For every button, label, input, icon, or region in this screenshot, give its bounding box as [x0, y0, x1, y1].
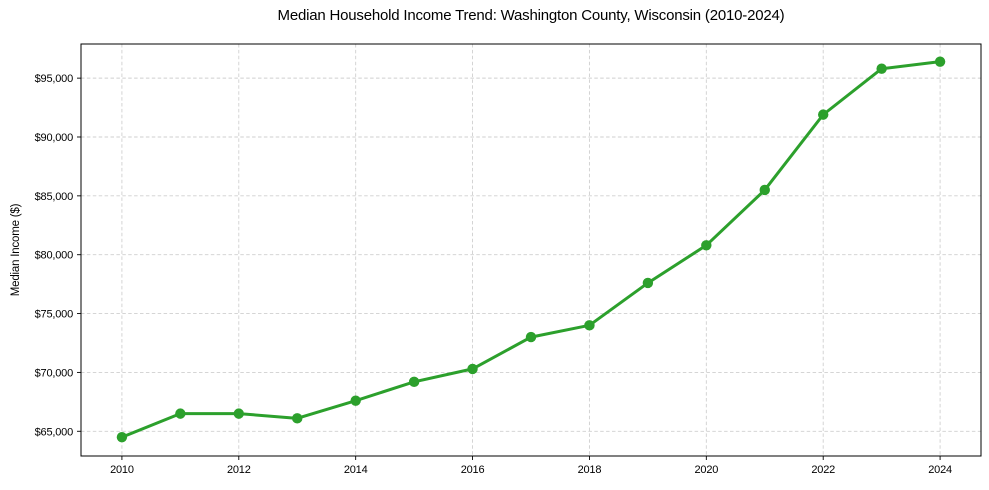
data-point-marker — [408, 376, 420, 388]
data-point-marker — [584, 320, 595, 331]
data-point-marker — [818, 109, 829, 120]
y-tick-label: $75,000 — [35, 309, 73, 321]
data-point-marker — [525, 331, 537, 343]
x-tick-label: 2010 — [110, 464, 134, 476]
y-tick-label: $85,000 — [35, 191, 73, 203]
x-tick-label: 2020 — [694, 464, 718, 476]
data-point-marker — [701, 240, 712, 251]
y-tick-label: $80,000 — [35, 250, 73, 262]
x-tick-label: 2022 — [811, 464, 835, 476]
x-tick-label: 2018 — [578, 464, 602, 476]
plot-border — [80, 43, 982, 457]
data-point-marker — [116, 431, 128, 443]
x-tick-label: 2024 — [928, 464, 952, 476]
x-tick-label: 2012 — [227, 464, 251, 476]
x-tick-label: 2016 — [461, 464, 485, 476]
data-point-marker — [759, 184, 770, 196]
data-point-marker — [292, 413, 303, 424]
data-point-marker — [934, 56, 946, 67]
data-point-marker — [233, 408, 244, 419]
y-tick-label: $90,000 — [35, 132, 73, 144]
data-point-marker — [642, 277, 654, 289]
trend-line — [120, 60, 942, 439]
y-tick-label: $65,000 — [35, 426, 73, 438]
y-tick-label: $70,000 — [35, 367, 73, 379]
data-point-marker — [350, 395, 361, 406]
data-point-marker — [175, 408, 186, 419]
chart-title: Median Household Income Trend: Washingto… — [277, 7, 785, 24]
y-tick-label: $95,000 — [35, 73, 73, 85]
data-point-marker — [876, 63, 887, 74]
data-point-marker — [467, 363, 478, 375]
x-tick-label: 2014 — [344, 464, 368, 476]
